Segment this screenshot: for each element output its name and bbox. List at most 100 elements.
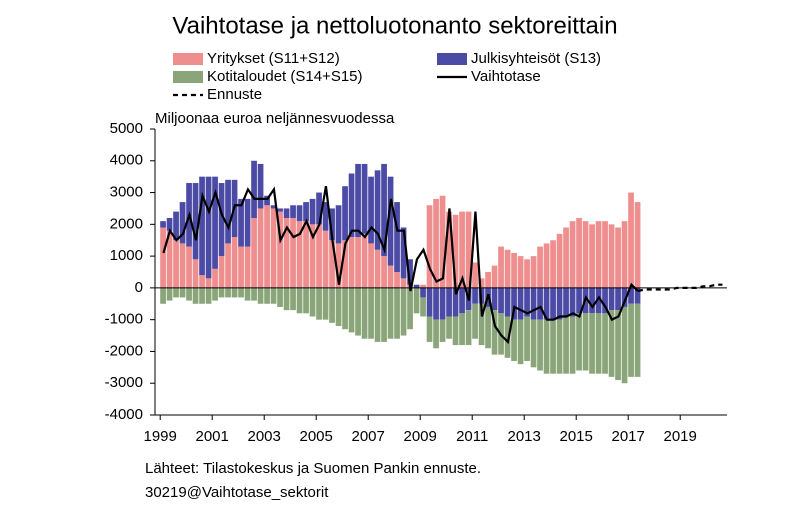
bar (205, 278, 212, 288)
bar (316, 224, 322, 288)
bar (251, 160, 257, 218)
bar (543, 243, 550, 288)
bar (192, 287, 199, 304)
bar (426, 287, 433, 317)
legend-swatch (173, 71, 203, 83)
bar (400, 227, 407, 279)
bar (309, 198, 316, 225)
bar (628, 303, 634, 377)
bar (257, 287, 264, 304)
line (162, 186, 639, 345)
legend-label: Kotitaloudet (S14+S15) (207, 68, 363, 85)
bar (225, 179, 231, 244)
bar (459, 313, 465, 346)
bar (290, 217, 296, 288)
bar (348, 287, 355, 333)
bar (595, 313, 602, 374)
x-tick-label: 2001 (196, 428, 229, 445)
bar (426, 205, 433, 288)
bar (218, 256, 225, 288)
bar (511, 252, 517, 288)
bar (465, 211, 472, 288)
bar (504, 249, 511, 288)
bar (270, 205, 277, 209)
bar (186, 246, 192, 288)
y-axis-label: Miljoonaa euroa neljännesvuodessa (155, 110, 395, 127)
bar (452, 214, 459, 288)
bar (160, 227, 166, 288)
bar (537, 319, 543, 371)
bar (491, 265, 498, 288)
source-note: Lähteet: Tilastokeskus ja Suomen Pankin … (145, 460, 481, 477)
x-tick-label: 2015 (560, 428, 593, 445)
bar (179, 202, 186, 244)
x-tick-label: 2009 (404, 428, 437, 445)
bar (342, 287, 348, 330)
bar (550, 319, 556, 374)
bar (238, 287, 244, 298)
bar (173, 287, 179, 298)
bar (472, 262, 478, 288)
bar (322, 202, 329, 231)
bar (615, 227, 621, 288)
bar (394, 287, 400, 339)
bar (446, 211, 452, 288)
bar (394, 202, 400, 272)
bar (576, 217, 582, 288)
bar (634, 202, 641, 288)
bar (322, 287, 329, 320)
bar (160, 221, 166, 228)
bar (517, 287, 524, 320)
bar (348, 173, 355, 238)
bar (160, 287, 166, 304)
bar (615, 287, 621, 311)
bar (530, 256, 537, 288)
bar (517, 256, 524, 288)
bar (218, 287, 225, 298)
bar (517, 319, 524, 365)
bar (342, 240, 348, 288)
bar (329, 240, 335, 288)
bar (608, 310, 615, 377)
bar (511, 319, 517, 361)
bar (563, 227, 569, 288)
bar (387, 287, 394, 339)
bar (329, 208, 335, 241)
bar (166, 217, 173, 231)
bar (361, 287, 368, 339)
bar (576, 313, 582, 371)
bar (361, 233, 368, 288)
bar (407, 259, 413, 285)
bar (433, 198, 439, 288)
bar (361, 163, 368, 234)
bar (569, 221, 576, 288)
bar (589, 224, 595, 288)
bar (296, 287, 303, 314)
bar (212, 268, 218, 288)
bar (589, 287, 595, 314)
bar (439, 195, 446, 288)
bar (420, 297, 426, 317)
bar (524, 259, 530, 288)
bar (563, 316, 569, 374)
bar (472, 303, 478, 339)
bar (212, 176, 218, 269)
bar (192, 183, 199, 260)
bar (199, 287, 205, 304)
bar (413, 284, 420, 288)
bar (381, 163, 387, 257)
legend-swatch (437, 53, 467, 65)
bar (498, 246, 504, 288)
bar (582, 221, 589, 288)
bar (524, 287, 530, 317)
y-tick-label: -3000 (105, 374, 143, 391)
legend-label: Julkisyhteisöt (S13) (471, 50, 601, 67)
bar (628, 287, 634, 304)
bar (342, 186, 348, 241)
bar (355, 163, 361, 238)
bar (244, 246, 251, 288)
x-tick-label: 2019 (664, 428, 697, 445)
bar (290, 287, 296, 311)
bar (296, 221, 303, 288)
bar (277, 211, 283, 288)
